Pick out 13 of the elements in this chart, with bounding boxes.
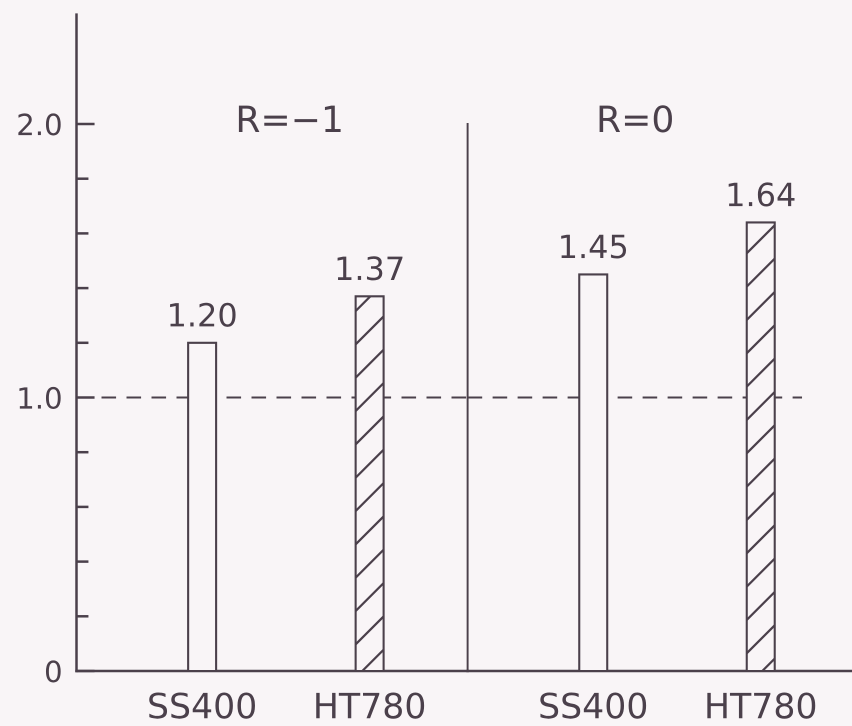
data-label: 1.45 bbox=[561, 234, 626, 259]
data-label: 1.20 bbox=[170, 302, 236, 327]
y-tick-label: 1.0 bbox=[19, 386, 61, 409]
x-tick-label: SS400 bbox=[149, 692, 255, 719]
x-tick-label: HT780 bbox=[707, 692, 816, 719]
chart-title: R=0 bbox=[600, 105, 672, 133]
y-tick-label: 2.0 bbox=[18, 113, 61, 136]
text: R=−1 bbox=[238, 106, 341, 132]
x-tick-label: HT780 bbox=[316, 692, 424, 719]
data-label: 1.37 bbox=[338, 256, 402, 280]
y-tick-label: 0 bbox=[46, 660, 61, 682]
x-tick-label: SS400 bbox=[540, 692, 646, 719]
data-label: 1.64 bbox=[728, 182, 795, 207]
